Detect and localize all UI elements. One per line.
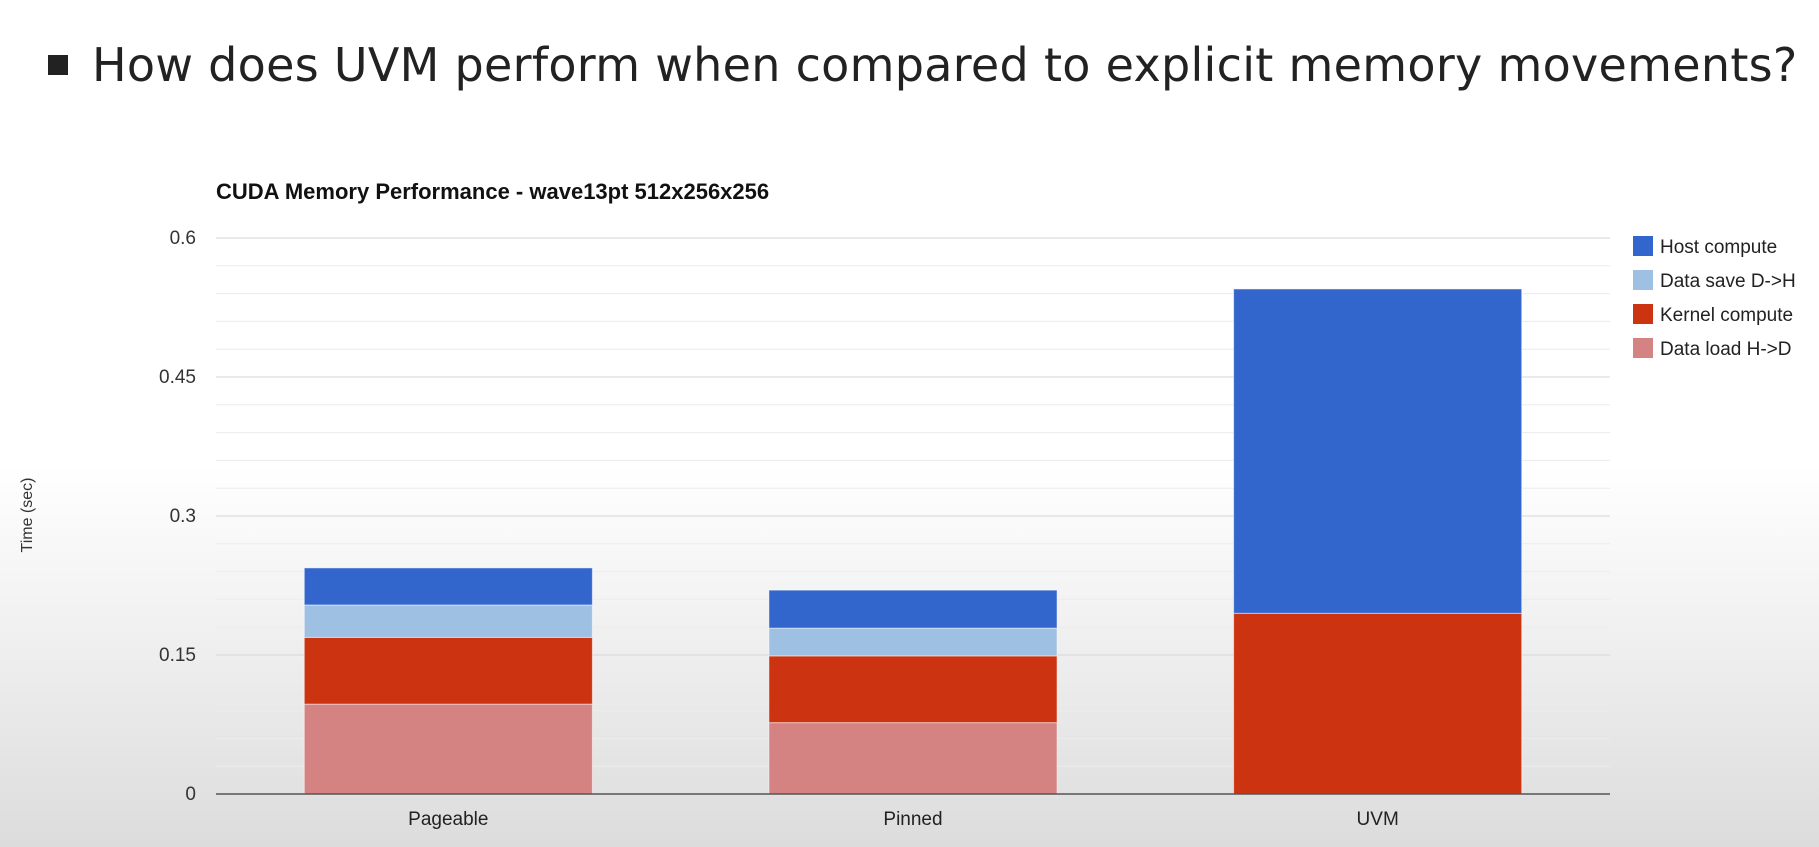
y-tick-labels: 0 0.15 0.3 0.45 0.6 <box>159 228 196 805</box>
y-tick-label: 0.45 <box>159 367 196 388</box>
x-tick-label: UVM <box>1357 809 1399 830</box>
legend-swatch <box>1633 304 1653 324</box>
legend-swatch <box>1633 270 1653 290</box>
bar-pageable-data-load-h-d <box>303 703 593 795</box>
bar-pinned-data-load-h-d <box>768 722 1058 795</box>
y-axis-label: Time (sec) <box>19 478 36 553</box>
bar-pinned-kernel-compute <box>768 655 1058 724</box>
legend-swatch <box>1633 236 1653 256</box>
legend-label: Host compute <box>1660 237 1777 258</box>
x-tick-labels: Pageable Pinned UVM <box>408 809 1399 830</box>
legend-label: Kernel compute <box>1660 305 1793 326</box>
y-tick-label: 0 <box>185 784 196 805</box>
bullet-icon <box>48 55 68 75</box>
y-tick-label: 0.15 <box>159 645 196 666</box>
bar-uvm-host-compute <box>1233 288 1523 614</box>
legend-label: Data save D->H <box>1660 271 1796 292</box>
chart-title: CUDA Memory Performance - wave13pt 512x2… <box>216 179 769 204</box>
bar-pageable-kernel-compute <box>303 636 593 705</box>
slide-heading: How does UVM perform when compared to ex… <box>48 30 1798 100</box>
y-tick-label: 0.3 <box>170 506 196 527</box>
legend-label: Data load H->D <box>1660 339 1791 360</box>
legend-swatch <box>1633 338 1653 358</box>
bar-pinned-data-save-d-h <box>768 627 1058 657</box>
bar-pinned-host-compute <box>768 589 1058 629</box>
x-tick-label: Pageable <box>408 809 488 830</box>
slide-heading-text: How does UVM perform when compared to ex… <box>92 38 1798 92</box>
bar-uvm-kernel-compute <box>1233 612 1523 795</box>
bars <box>303 288 1523 795</box>
legend: Host compute Data save D->H Kernel compute… <box>1633 236 1796 360</box>
bar-pageable-data-save-d-h <box>303 604 593 638</box>
y-tick-label: 0.6 <box>170 228 196 249</box>
x-tick-label: Pinned <box>883 809 942 830</box>
bar-pageable-host-compute <box>303 567 593 606</box>
